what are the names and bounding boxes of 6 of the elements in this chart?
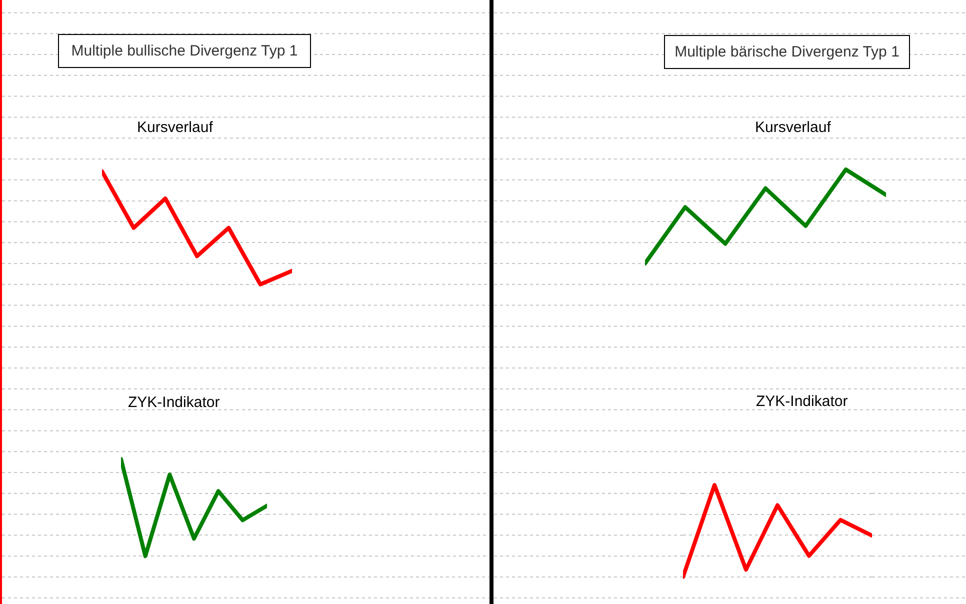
chart-title: Multiple bullische Divergenz Typ 1 [71,42,298,60]
chart-title: ZYK-Indikator [128,394,220,411]
chart-title: ZYK-Indikator [756,393,848,410]
chart-subtitle: Kursverlauf [755,119,832,136]
chart-title: Multiple bärische Divergenz Typ 1 [674,44,900,60]
chart-subtitle: Kursverlauf [137,119,214,136]
